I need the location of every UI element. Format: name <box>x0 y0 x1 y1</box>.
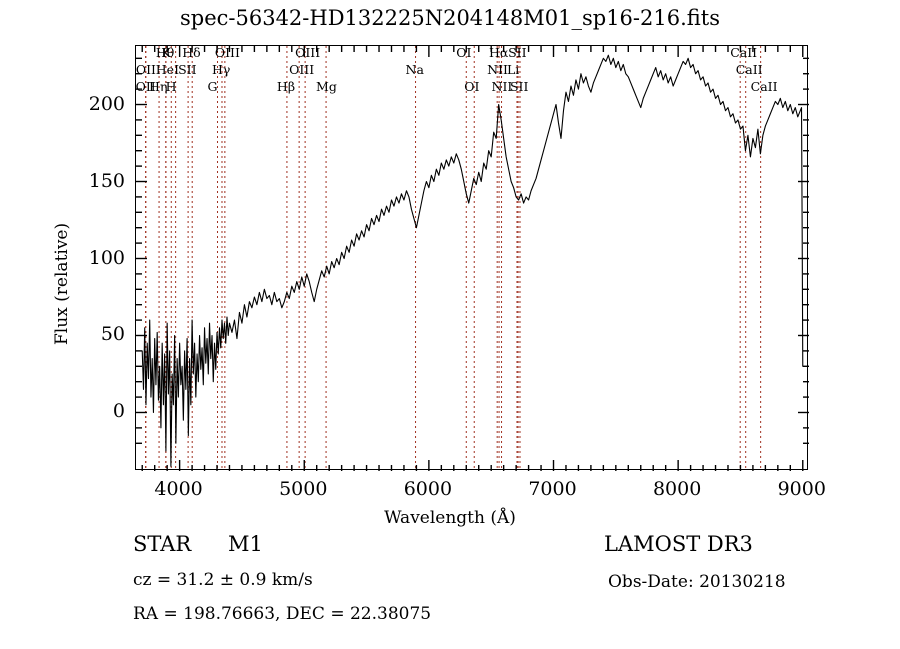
line-label-HeI-3889: HeI <box>155 62 180 77</box>
line-label-OIII-4363: OIII <box>214 45 240 60</box>
line-label-SII-6731: SII <box>509 79 529 94</box>
line-label-NII-6583: NII <box>491 79 513 94</box>
plot-frame <box>135 45 809 471</box>
line-label-H-3968: H <box>165 79 177 94</box>
line-label-Na-5893: Na <box>405 62 424 77</box>
spectrum-trace <box>141 54 804 467</box>
y-tick-label-150: 150 <box>88 169 125 192</box>
line-label-H-3835: Hη <box>149 79 168 94</box>
line-label-H-4340: Hγ <box>211 62 231 77</box>
line-label-SII-6716: SII <box>508 45 527 60</box>
x-axis-label: Wavelength (Å) <box>384 508 516 528</box>
x-tick-label-5000: 5000 <box>279 478 328 500</box>
line-label-H-4101: Hδ <box>182 45 201 60</box>
line-label-G-4304: G <box>207 79 218 94</box>
spectrum-canvas <box>136 46 809 471</box>
line-label-Mg-5175: Mg <box>316 79 337 94</box>
line-label-H-4861: Hβ <box>276 79 296 94</box>
axis-tickmarks <box>136 46 809 471</box>
line-label-OI-6364: OI <box>464 79 480 94</box>
line-label-OII-3727: OII <box>135 79 156 94</box>
x-tick-label-7000: 7000 <box>528 478 577 500</box>
page-title: spec-56342-HD132225N204148M01_sp16-216.f… <box>179 6 720 30</box>
x-tick-label-9000: 9000 <box>777 478 826 500</box>
line-label-H-6563: Hα <box>489 45 509 60</box>
y-tick-label-50: 50 <box>100 323 125 346</box>
redshift-velocity-label: cz = 31.2 ± 0.9 km/s <box>133 570 313 590</box>
object-type-label: STAR <box>133 532 192 556</box>
spectral-class-label: M1 <box>228 532 263 556</box>
line-label-SII-4068: SII <box>178 62 197 77</box>
line-label-K-3933: K <box>161 45 171 60</box>
line-label-NII-6548: NII <box>487 62 508 77</box>
line-label-OI-6300: OI <box>456 45 472 60</box>
x-tick-label-6000: 6000 <box>403 478 453 500</box>
line-label-H-3890: Hθ <box>155 45 175 60</box>
x-tick-label-4000: 4000 <box>154 478 203 500</box>
obs-date-label: Obs-Date: 20130218 <box>608 572 786 592</box>
line-label-CaII-8542: CaII <box>735 62 763 77</box>
coordinates-label: RA = 198.76663, DEC = 22.38075 <box>133 604 432 624</box>
y-axis-label: Flux (relative) <box>52 222 72 345</box>
line-marker-group <box>145 46 762 471</box>
line-label-CaII-8662: CaII <box>750 79 778 94</box>
line-label-CaII-8498: CaII <box>730 45 758 60</box>
line-label-OII-3729: OII <box>135 62 156 77</box>
line-label-Li-6707: Li <box>506 62 520 77</box>
line-label-OIII-5007: OIII <box>295 45 321 60</box>
survey-label: LAMOST DR3 <box>604 532 753 556</box>
line-label-OIII-4959: OIII <box>289 62 315 77</box>
y-tick-label-200: 200 <box>88 92 125 115</box>
y-tick-label-100: 100 <box>88 246 125 269</box>
x-tick-label-8000: 8000 <box>652 478 702 500</box>
y-tick-label-0: 0 <box>112 400 125 423</box>
